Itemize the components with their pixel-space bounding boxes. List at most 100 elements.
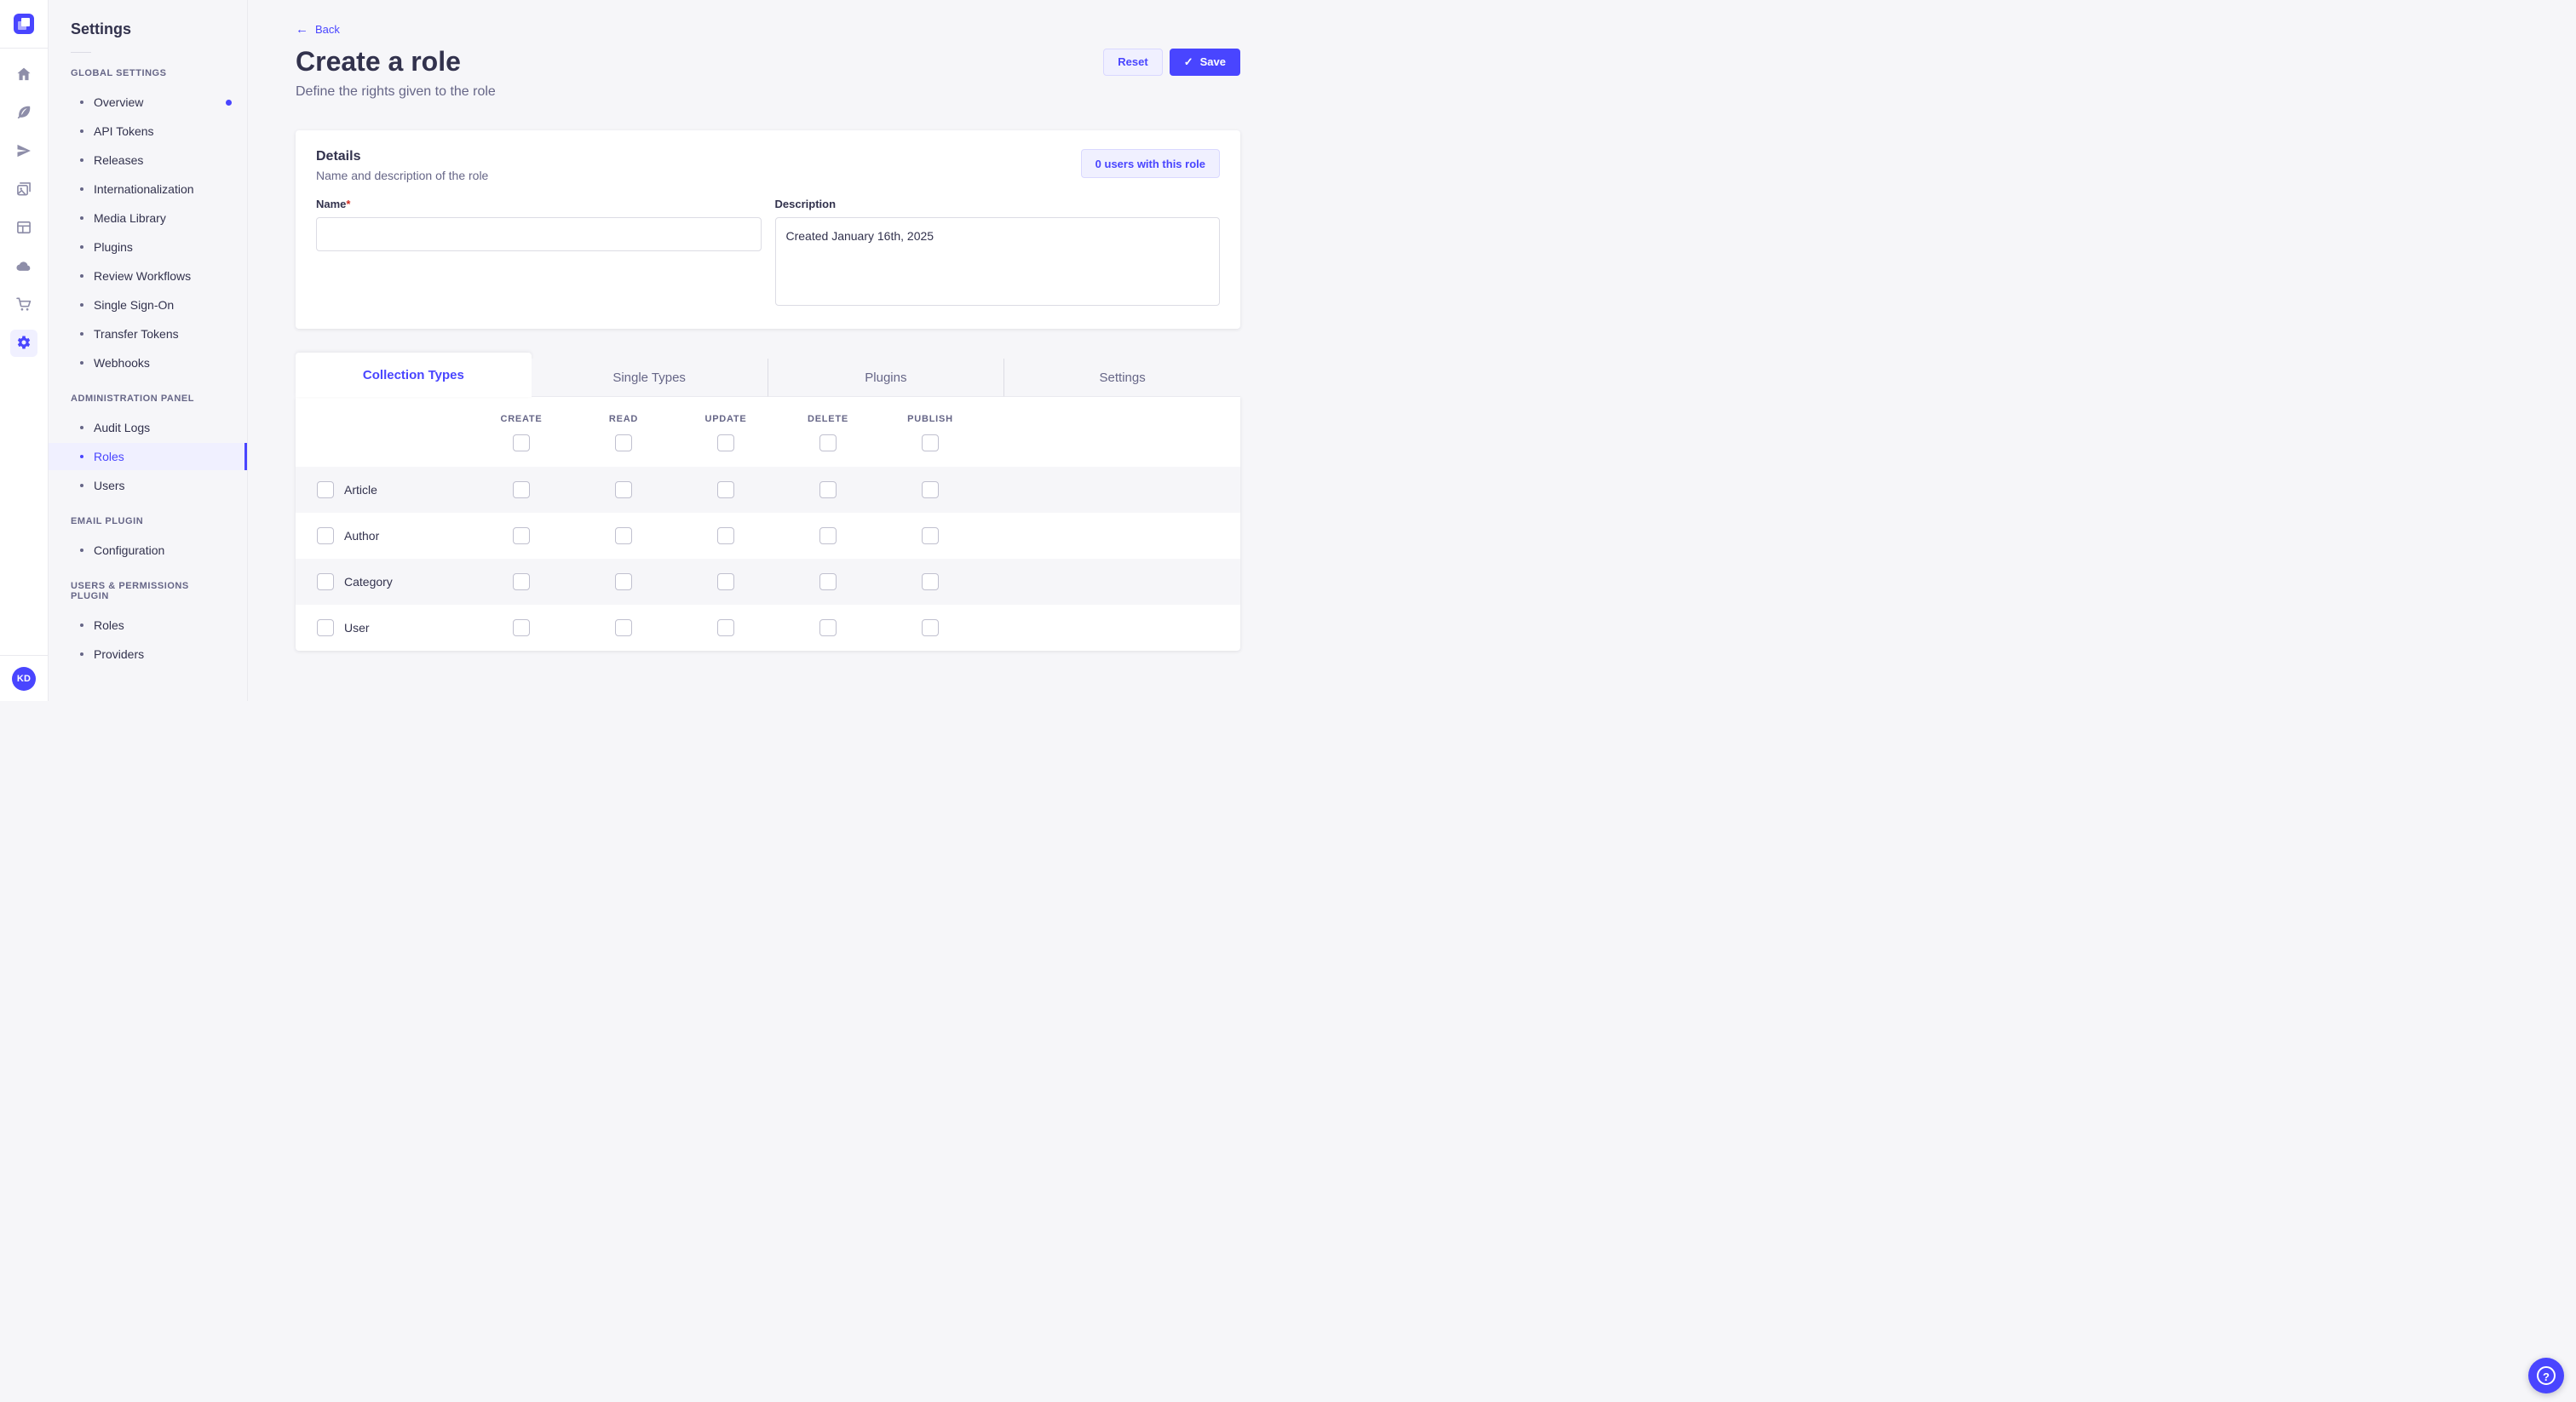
author-delete-checkbox[interactable] (819, 527, 837, 544)
select-all-delete-checkbox[interactable] (819, 434, 837, 451)
author-update-checkbox[interactable] (717, 527, 734, 544)
help-icon: ? (2537, 1366, 2556, 1385)
home-button[interactable] (10, 61, 37, 89)
cloud-button[interactable] (10, 253, 37, 280)
settings-button[interactable] (10, 330, 37, 357)
user-create-checkbox[interactable] (513, 619, 530, 636)
layout-icon (15, 219, 32, 238)
section-global-settings: GLOBAL SETTINGS (71, 68, 167, 78)
sidebar-item-api-tokens[interactable]: API Tokens (49, 118, 247, 145)
author-row-checkbox[interactable] (317, 527, 334, 544)
select-all-read-checkbox[interactable] (615, 434, 632, 451)
column-header-create: CREATE (500, 414, 543, 424)
category-delete-checkbox[interactable] (819, 573, 837, 590)
content-manager-button[interactable] (10, 215, 37, 242)
category-row-checkbox[interactable] (317, 573, 334, 590)
user-row-checkbox[interactable] (317, 619, 334, 636)
bullet-icon (80, 623, 83, 627)
user-publish-checkbox[interactable] (922, 619, 939, 636)
cloud-icon (15, 257, 32, 277)
sidebar-item-overview[interactable]: Overview (49, 89, 247, 116)
gear-icon (15, 334, 32, 353)
category-create-checkbox[interactable] (513, 573, 530, 590)
column-header-read: READ (608, 414, 639, 424)
article-create-checkbox[interactable] (513, 481, 530, 498)
row-label: User (344, 621, 370, 635)
sidebar-item-label: Configuration (94, 543, 165, 557)
author-read-checkbox[interactable] (615, 527, 632, 544)
article-publish-checkbox[interactable] (922, 481, 939, 498)
article-update-checkbox[interactable] (717, 481, 734, 498)
name-input[interactable] (316, 217, 762, 251)
author-publish-checkbox[interactable] (922, 527, 939, 544)
bullet-icon (80, 245, 83, 249)
sidebar-item-plugins[interactable]: Plugins (49, 233, 247, 261)
column-header-publish: PUBLISH (907, 414, 953, 424)
deploy-button[interactable] (10, 138, 37, 165)
strapi-logo[interactable] (14, 14, 34, 34)
category-publish-checkbox[interactable] (922, 573, 939, 590)
bullet-icon (80, 361, 83, 365)
tab-collection-types[interactable]: Collection Types (296, 353, 532, 397)
avatar[interactable]: KD (12, 666, 36, 691)
article-read-checkbox[interactable] (615, 481, 632, 498)
sidebar-item-label: Review Workflows (94, 269, 192, 283)
row-label: Author (344, 529, 380, 543)
description-textarea[interactable]: Created January 16th, 2025 (774, 217, 1220, 306)
user-update-checkbox[interactable] (717, 619, 734, 636)
description-field-group: Description Created January 16th, 2025 (774, 198, 1220, 308)
sidebar-item-providers[interactable]: Providers (49, 641, 247, 668)
sidebar-item-label: Overview (94, 95, 144, 109)
back-label: Back (315, 23, 340, 36)
article-row-checkbox[interactable] (317, 481, 334, 498)
help-button[interactable]: ? (2528, 1358, 2564, 1393)
sidebar-item-transfer-tokens[interactable]: Transfer Tokens (49, 320, 247, 348)
sidebar-item-label: Plugins (94, 240, 133, 254)
sidebar-item-single-sign-on[interactable]: Single Sign-On (49, 291, 247, 319)
sidebar-item-label: API Tokens (94, 124, 154, 138)
sidebar-item-configuration[interactable]: Configuration (49, 537, 247, 564)
feather-icon (15, 104, 32, 124)
sidebar-item-review-workflows[interactable]: Review Workflows (49, 262, 247, 290)
tab-settings[interactable]: Settings (1003, 359, 1240, 397)
sidebar-item-roles-up[interactable]: Roles (49, 612, 247, 639)
tab-single-types[interactable]: Single Types (531, 359, 768, 397)
sidebar-item-releases[interactable]: Releases (49, 147, 247, 174)
table-row-category: Category (296, 559, 1240, 605)
media-library-icon (15, 181, 32, 200)
user-delete-checkbox[interactable] (819, 619, 837, 636)
details-card: Details Name and description of the role… (296, 130, 1240, 329)
sidebar-item-users[interactable]: Users (49, 472, 247, 499)
reset-button[interactable]: Reset (1103, 48, 1163, 76)
article-delete-checkbox[interactable] (819, 481, 837, 498)
sidebar-item-label: Audit Logs (94, 421, 151, 434)
main-nav-rail: KD (0, 0, 49, 701)
select-all-row (296, 434, 1240, 467)
permissions-section: Collection Types Single Types Plugins Se… (296, 353, 1240, 651)
marketplace-button[interactable] (10, 291, 37, 319)
select-all-publish-checkbox[interactable] (922, 434, 939, 451)
bullet-icon (80, 274, 83, 278)
table-row-user: User (296, 605, 1240, 651)
bullet-icon (80, 187, 83, 191)
sidebar-item-webhooks[interactable]: Webhooks (49, 349, 247, 376)
main-content: ← Back Create a role Reset ✓ Save Define… (248, 0, 1288, 701)
content-type-builder-button[interactable] (10, 100, 37, 127)
select-all-create-checkbox[interactable] (513, 434, 530, 451)
sidebar-item-media-library[interactable]: Media Library (49, 204, 247, 232)
users-with-role-button[interactable]: 0 users with this role (1080, 149, 1220, 178)
sidebar-item-audit-logs[interactable]: Audit Logs (49, 414, 247, 441)
category-update-checkbox[interactable] (717, 573, 734, 590)
media-library-button[interactable] (10, 176, 37, 204)
sidebar-item-roles-admin[interactable]: Roles (49, 443, 247, 470)
select-all-update-checkbox[interactable] (717, 434, 734, 451)
back-link[interactable]: ← Back (296, 23, 340, 36)
bullet-icon (80, 303, 83, 307)
save-button[interactable]: ✓ Save (1169, 48, 1240, 76)
category-read-checkbox[interactable] (615, 573, 632, 590)
tab-plugins[interactable]: Plugins (767, 359, 1004, 397)
sidebar-item-label: Users (94, 479, 125, 492)
sidebar-item-internationalization[interactable]: Internationalization (49, 175, 247, 203)
user-read-checkbox[interactable] (615, 619, 632, 636)
author-create-checkbox[interactable] (513, 527, 530, 544)
